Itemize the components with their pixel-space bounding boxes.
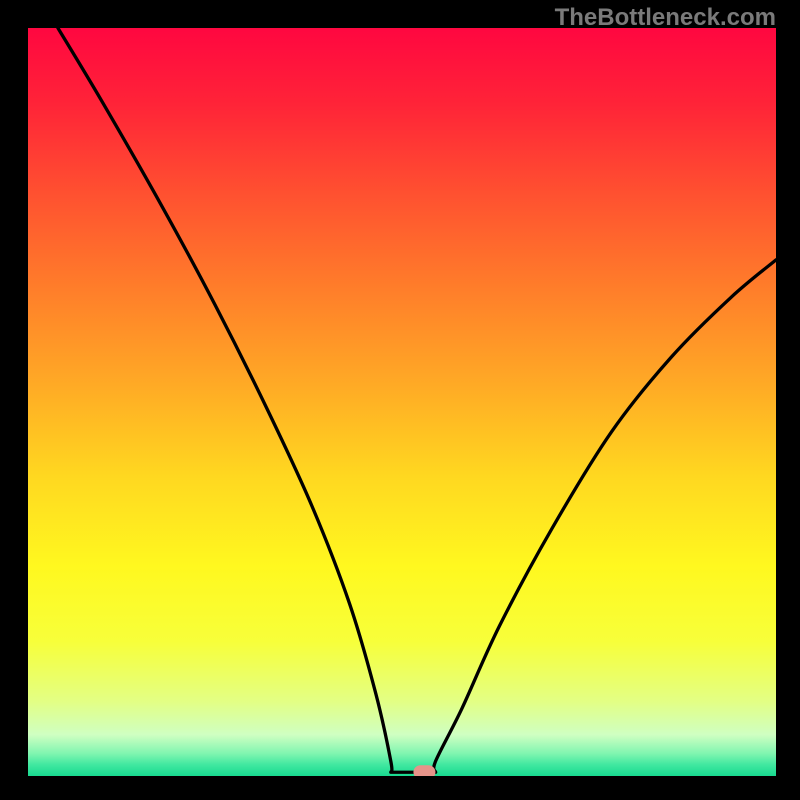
chart-container: { "meta": { "source_label": "TheBottlene…	[0, 0, 800, 800]
bottleneck-curve	[58, 28, 776, 772]
optimal-marker	[413, 765, 435, 779]
chart-svg	[0, 0, 800, 800]
